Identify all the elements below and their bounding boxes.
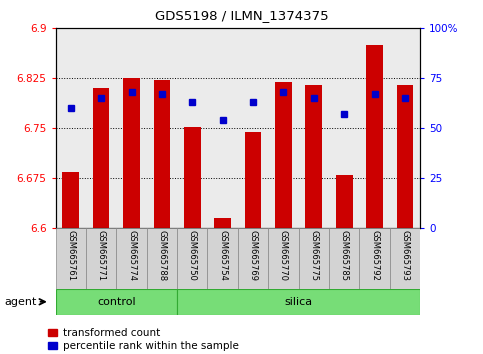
Bar — [238, 228, 268, 289]
Text: GSM665754: GSM665754 — [218, 230, 227, 281]
Bar — [147, 228, 177, 289]
Bar — [397, 85, 413, 228]
Text: GSM665785: GSM665785 — [340, 230, 349, 281]
Text: control: control — [97, 297, 136, 307]
Bar — [329, 228, 359, 289]
Bar — [93, 88, 110, 228]
Bar — [359, 228, 390, 289]
Bar — [214, 218, 231, 228]
Bar — [56, 228, 86, 289]
Bar — [336, 175, 353, 228]
Bar — [116, 228, 147, 289]
Text: GSM665792: GSM665792 — [370, 230, 379, 281]
Bar — [86, 228, 116, 289]
Bar — [154, 80, 170, 228]
Text: GSM665769: GSM665769 — [249, 230, 257, 281]
Text: GDS5198 / ILMN_1374375: GDS5198 / ILMN_1374375 — [155, 9, 328, 22]
Bar — [62, 172, 79, 228]
Text: GSM665788: GSM665788 — [157, 230, 167, 281]
Bar — [268, 228, 298, 289]
Bar — [366, 45, 383, 228]
Bar — [177, 289, 420, 315]
Text: silica: silica — [284, 297, 313, 307]
Bar — [184, 127, 200, 228]
Text: GSM665750: GSM665750 — [188, 230, 197, 281]
Legend: transformed count, percentile rank within the sample: transformed count, percentile rank withi… — [44, 324, 242, 354]
Bar — [275, 82, 292, 228]
Text: GSM665775: GSM665775 — [309, 230, 318, 281]
Bar — [123, 78, 140, 228]
Text: agent: agent — [5, 297, 37, 307]
Text: GSM665770: GSM665770 — [279, 230, 288, 281]
Bar — [208, 228, 238, 289]
Text: GSM665774: GSM665774 — [127, 230, 136, 281]
Text: GSM665793: GSM665793 — [400, 230, 410, 281]
Text: GSM665761: GSM665761 — [66, 230, 75, 281]
Bar — [245, 132, 261, 228]
Bar — [390, 228, 420, 289]
Bar — [177, 228, 208, 289]
Bar — [305, 85, 322, 228]
Text: GSM665771: GSM665771 — [97, 230, 106, 281]
Bar — [56, 289, 177, 315]
Bar — [298, 228, 329, 289]
